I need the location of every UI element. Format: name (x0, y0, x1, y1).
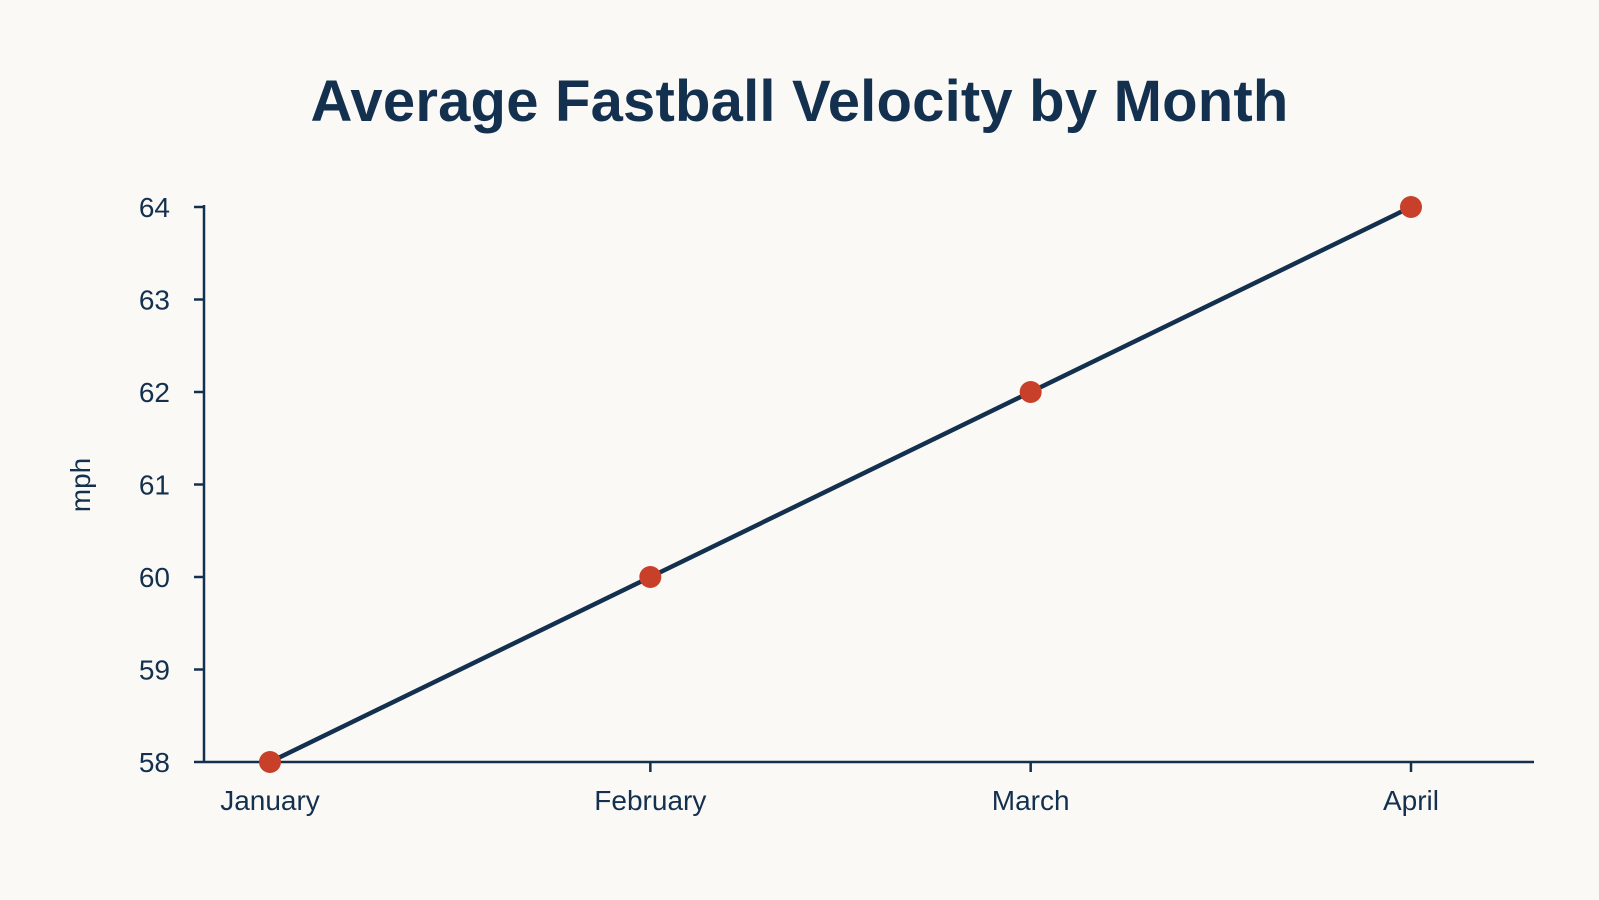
y-axis-ticks: 58 59 60 61 62 63 64 (139, 192, 204, 778)
y-tick-label: 58 (139, 747, 170, 778)
y-tick-label: 59 (139, 655, 170, 686)
y-tick-label: 60 (139, 562, 170, 593)
y-tick-label: 64 (139, 192, 170, 223)
data-point (1400, 196, 1422, 218)
series-line (267, 204, 1414, 765)
data-point (1019, 381, 1042, 403)
x-tick-label: February (594, 785, 706, 816)
chart-axes (202, 205, 1534, 764)
x-axis-ticks: January February March April (220, 762, 1439, 816)
chart-title: Average Fastball Velocity by Month (310, 69, 1289, 134)
series-layer (259, 196, 1422, 773)
x-tick-label: January (220, 785, 320, 816)
y-tick-label: 62 (139, 377, 170, 408)
y-axis-title: mph (65, 458, 96, 512)
data-point (639, 566, 662, 588)
x-tick-label: March (992, 785, 1070, 816)
y-tick-label: 63 (139, 285, 170, 316)
data-point (259, 751, 281, 773)
y-tick-label: 61 (139, 470, 170, 501)
x-tick-label: April (1383, 785, 1439, 816)
